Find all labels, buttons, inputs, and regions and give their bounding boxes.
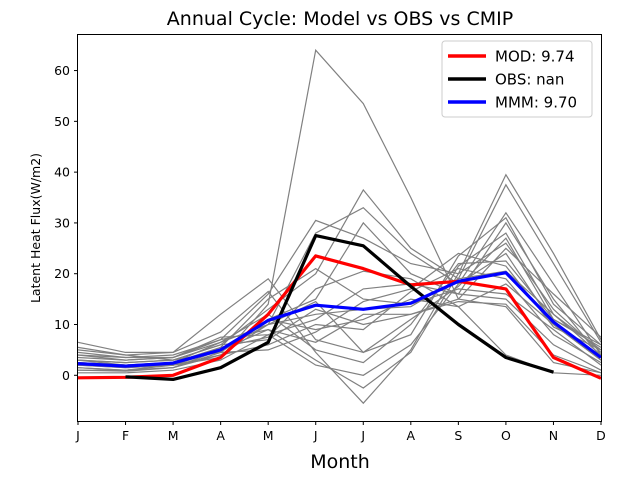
x-tick-label: N xyxy=(549,428,558,443)
x-tick-label: A xyxy=(407,428,416,443)
x-tick-label: J xyxy=(360,428,365,443)
plot-frame xyxy=(77,34,602,422)
legend-label: MMM: 9.70 xyxy=(495,94,577,112)
y-tick-label: 10 xyxy=(54,317,70,332)
x-tick-label: S xyxy=(454,428,462,443)
x-tick-label: M xyxy=(168,428,179,443)
y-axis-label: Latent Heat Flux(W/m2) xyxy=(28,153,43,303)
x-tick-label: F xyxy=(122,428,129,443)
chart-title: Annual Cycle: Model vs OBS vs CMIP xyxy=(167,8,513,30)
legend-label: MOD: 9.74 xyxy=(495,48,575,66)
x-tick-label: M xyxy=(263,428,274,443)
cmip-model-line-7 xyxy=(77,232,602,405)
y-tick-label: 20 xyxy=(54,266,70,281)
cmip-model-line-20 xyxy=(77,252,602,361)
y-tick-label: 60 xyxy=(54,63,70,78)
x-tick-label: J xyxy=(75,428,80,443)
main-series-lines xyxy=(77,234,602,381)
x-tick-label: O xyxy=(501,428,511,443)
cmip-model-line-9 xyxy=(78,252,602,376)
y-axis: 0 10 20 30 40 50 60 xyxy=(54,63,78,383)
y-tick-label: 50 xyxy=(54,114,70,129)
x-tick-label: J xyxy=(313,428,318,443)
cmip-model-line-16 xyxy=(77,247,602,361)
cmip-model-line-19 xyxy=(77,270,602,369)
x-axis-label: Month xyxy=(310,451,370,473)
mod-series-line xyxy=(77,254,602,380)
legend-label: OBS: nan xyxy=(495,71,564,89)
y-tick-label: 30 xyxy=(54,215,70,230)
cmip-model-line-2 xyxy=(77,173,602,359)
cmip-model-line-14 xyxy=(78,298,602,376)
x-tick-label: A xyxy=(216,428,225,443)
y-tick-label: 40 xyxy=(54,165,70,180)
x-tick-label: D xyxy=(596,428,606,443)
obs-series-line xyxy=(125,234,554,381)
y-tick-label: 0 xyxy=(62,368,70,383)
mmm-series-line xyxy=(77,271,602,368)
legend-box xyxy=(441,40,593,118)
legend: MOD: 9.74 OBS: nan MMM: 9.70 xyxy=(441,40,593,118)
